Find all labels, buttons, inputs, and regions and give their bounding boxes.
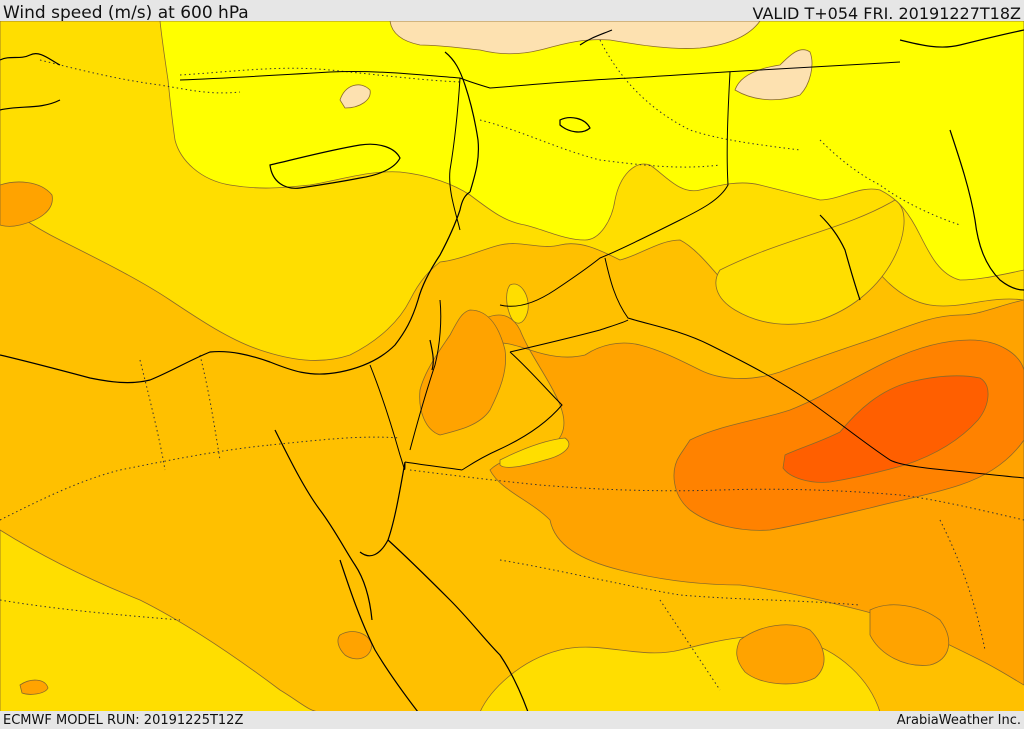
band-orange-south-a xyxy=(736,624,825,685)
map-title: Wind speed (m/s) at 600 hPa xyxy=(3,3,249,23)
band-gold-southwest xyxy=(0,529,321,712)
coastlines xyxy=(0,29,1024,712)
band-amber-sudan-spot xyxy=(337,631,373,660)
band-gold-saudi-streak xyxy=(499,437,570,468)
model-run: ECMWF MODEL RUN: 20191225T12Z xyxy=(3,713,244,728)
band-gold-jordan-oval xyxy=(506,283,529,324)
footer-bar: ECMWF MODEL RUN: 20191225T12Z ArabiaWeat… xyxy=(0,711,1024,729)
valid-time: VALID T+054 FRI. 20191227T18Z xyxy=(752,4,1021,23)
header-bar: Wind speed (m/s) at 600 hPa VALID T+054 … xyxy=(0,0,1024,23)
band-orange-jordan xyxy=(419,309,507,436)
band-lightest-north-a xyxy=(389,21,761,55)
band-amber-spot xyxy=(0,181,53,227)
band-orange-south-b xyxy=(869,604,949,666)
national-borders xyxy=(0,39,1024,691)
wind-speed-map xyxy=(0,21,1024,712)
band-red-orange-core xyxy=(782,375,989,483)
band-lightest-north-b xyxy=(734,49,813,101)
credit: ArabiaWeather Inc. xyxy=(896,713,1021,728)
band-lightest-north-c xyxy=(339,84,371,109)
band-amber-sinai-spot xyxy=(19,679,49,695)
band-gold-iraq-tongue xyxy=(715,199,905,325)
major-borders xyxy=(179,61,1024,479)
